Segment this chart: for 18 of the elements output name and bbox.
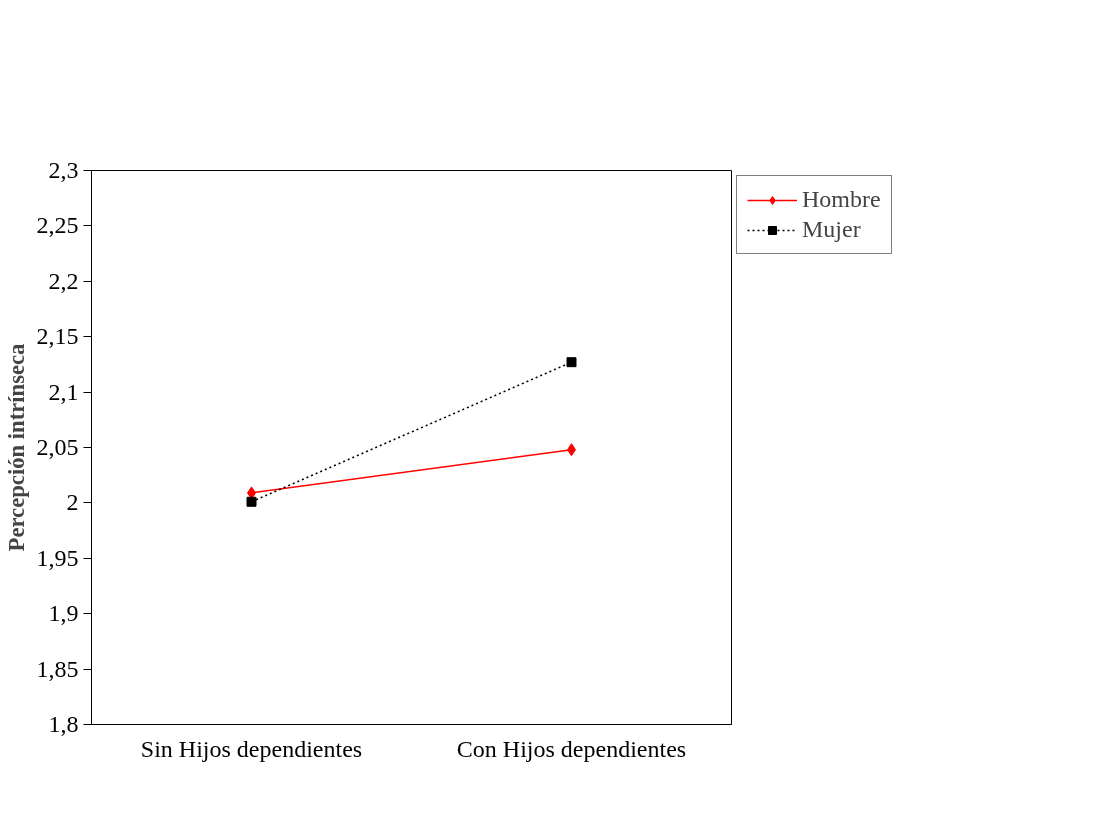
y-tick-label: 2,3 xyxy=(48,157,79,183)
y-tick-label: 1,85 xyxy=(36,655,79,682)
y-tick-label: 1,8 xyxy=(48,711,79,737)
y-tick-label: 2,2 xyxy=(48,267,79,294)
y-tick-label: 2,1 xyxy=(48,378,79,405)
point xyxy=(566,357,577,368)
y-tick-label: 2,25 xyxy=(36,212,79,239)
legend-label: Hombre xyxy=(802,186,881,213)
y-axis-title: Percepción intrínseca xyxy=(3,343,29,552)
y-tick-label: 2,05 xyxy=(36,434,79,460)
y-tick-label: 1,95 xyxy=(36,544,79,571)
y-tick-label: 2,15 xyxy=(36,323,79,350)
point xyxy=(246,496,257,507)
x-tick-label: Sin Hijos dependientes xyxy=(140,735,363,762)
y-tick-label: 1,9 xyxy=(48,600,79,627)
x-tick-label: Con Hijos dependientes xyxy=(456,735,687,762)
y-tick-label: 2 xyxy=(66,489,79,516)
legend-label: Mujer xyxy=(802,216,861,243)
